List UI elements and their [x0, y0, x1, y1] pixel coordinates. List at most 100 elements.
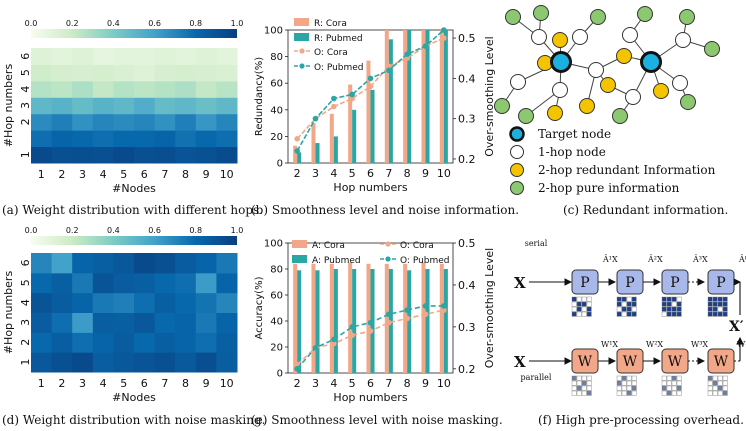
y-tick-label: 3	[19, 102, 32, 109]
weight-matrix-cell	[621, 375, 627, 381]
bar	[439, 30, 444, 163]
input-x-label: X	[514, 353, 526, 371]
colorbar-tick-label: 0.0	[25, 226, 38, 235]
bar	[348, 262, 353, 373]
y2-tick-label: 0.2	[458, 363, 476, 376]
x-tick-label: 9	[422, 377, 429, 390]
y-tick-label: 0	[277, 159, 283, 170]
adjacency-matrix-cell	[661, 296, 667, 302]
caption-c: (c) Redundant information.	[563, 203, 729, 217]
y-tick-label: 100	[264, 239, 283, 250]
heatmap-cell	[113, 253, 135, 274]
heatmap-cell	[51, 272, 73, 294]
pure-node	[680, 94, 696, 110]
heatmap-cell	[195, 253, 217, 274]
x-tick-label: 8	[182, 168, 189, 181]
weight-matrix-cell	[722, 390, 728, 396]
data-point	[441, 307, 447, 313]
bar	[443, 269, 448, 373]
heatmap-cell	[92, 97, 114, 115]
one-hop-node	[531, 29, 547, 45]
serial-label: serial	[525, 239, 548, 248]
x-tick-label: 7	[161, 168, 168, 181]
y-axis-label: Redundancy(%)	[254, 57, 265, 136]
heatmap-cell	[31, 312, 53, 333]
x-tick-label: 10	[220, 168, 234, 181]
heatmap-cell	[31, 64, 53, 82]
adjacency-matrix-cell	[581, 306, 587, 312]
p-block-label: P	[580, 275, 589, 291]
output-x-label: X′	[729, 319, 744, 335]
p-block-label: P	[716, 275, 725, 291]
heatmap-cell	[72, 97, 94, 115]
pure-node	[612, 108, 628, 124]
parallel-step-label: W³X	[691, 340, 708, 349]
heatmap-cell	[216, 113, 238, 131]
heatmap-cell	[51, 48, 73, 65]
y-tick-label: 20	[270, 343, 283, 354]
adjacency-matrix-cell	[717, 296, 723, 302]
pure-node	[533, 5, 549, 21]
heatmap-cell	[154, 352, 176, 373]
pure-node	[704, 41, 720, 57]
adjacency-matrix-cell	[576, 301, 582, 307]
serial-step-label: ÂᴷX	[738, 255, 746, 264]
colorbar	[31, 236, 237, 245]
bar	[348, 84, 353, 163]
heatmap-cell	[154, 292, 176, 313]
x-tick-label: 10	[220, 377, 234, 390]
legend-swatch	[292, 255, 307, 263]
weight-matrix-cell	[586, 380, 592, 386]
y-tick-label: 4	[19, 299, 32, 306]
heatmap-cell	[72, 253, 94, 274]
x-tick-label: 2	[58, 168, 65, 181]
heatmap-cell	[134, 130, 156, 148]
legend-target-marker	[509, 126, 525, 142]
weight-matrix-cell	[616, 375, 622, 381]
heatmap-cell	[154, 130, 176, 148]
y-tick-label: 20	[270, 132, 283, 143]
serial-step-label: Â¹X	[602, 255, 618, 264]
adjacency-matrix-cell	[666, 301, 672, 307]
heatmap-cell	[195, 292, 217, 313]
weight-matrix-cell	[576, 380, 582, 386]
legend-label: R: Pubmed	[314, 34, 363, 44]
x-tick-label: 9	[422, 167, 429, 180]
data-point	[349, 332, 355, 339]
heatmap-cell	[72, 48, 94, 65]
heatmap-cell	[51, 292, 73, 313]
adjacency-matrix-cell	[676, 301, 682, 307]
heatmap-cell	[154, 312, 176, 333]
weight-matrix-cell	[631, 380, 637, 386]
heatmap-cell	[51, 253, 73, 274]
weight-matrix-cell	[712, 385, 718, 391]
y-axis-label: #Hop numbers	[2, 271, 15, 355]
x-tick-label: 5	[349, 377, 356, 390]
y-tick-label: 100	[264, 26, 283, 37]
legend-label: 1-hop node	[538, 145, 606, 159]
weight-matrix-cell	[707, 375, 713, 381]
one-hop-node	[510, 74, 526, 90]
weight-matrix-cell	[631, 390, 637, 396]
serial-step-label: Â³X	[692, 255, 708, 264]
pure-node	[679, 9, 695, 25]
colorbar-tick-label: 0.6	[148, 226, 161, 235]
y-tick-label: 1	[19, 151, 32, 158]
weight-matrix-cell	[586, 390, 592, 396]
x-tick-label: 5	[349, 167, 356, 180]
heatmap-cell	[195, 146, 217, 164]
heatmap-cell	[175, 332, 197, 353]
heatmap-cell	[72, 146, 94, 164]
y-tick-label: 40	[270, 317, 283, 328]
heatmap-cell	[51, 113, 73, 131]
x-tick-label: 9	[203, 168, 210, 181]
x-tick-label: 1	[38, 168, 45, 181]
colorbar	[31, 29, 237, 38]
y-tick-label: 60	[270, 79, 283, 90]
x-tick-label: 6	[367, 377, 374, 390]
adjacency-matrix-cell	[722, 311, 728, 317]
adjacency-matrix-cell	[671, 301, 677, 307]
data-point	[441, 303, 447, 309]
one-hop-node	[552, 82, 568, 98]
heatmap-cell	[195, 80, 217, 98]
